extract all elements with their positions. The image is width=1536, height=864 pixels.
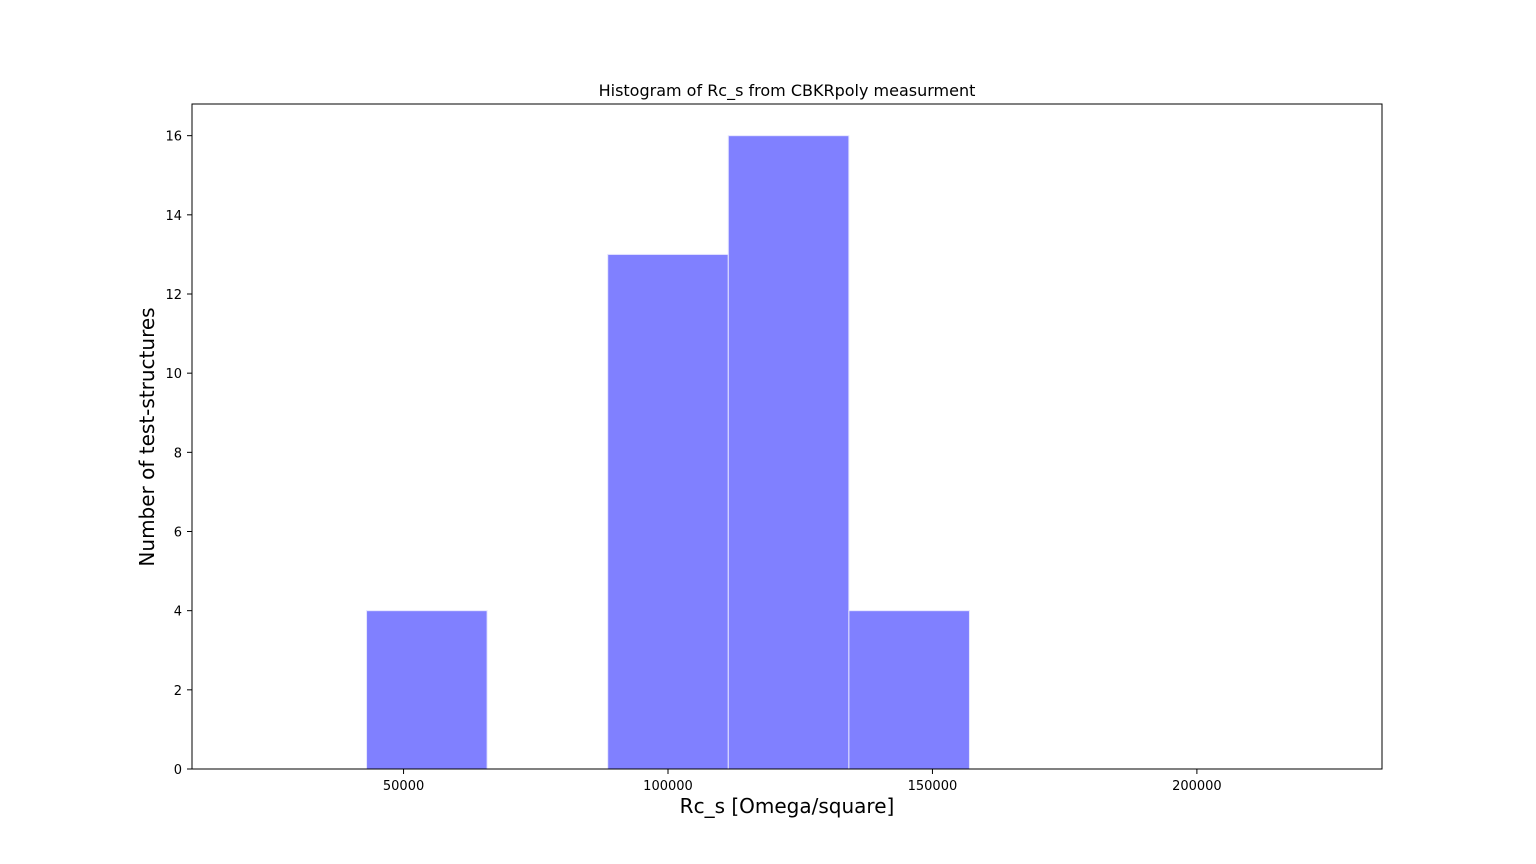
x-tick-label: 50000	[383, 779, 424, 794]
y-tick-label: 2	[174, 684, 182, 699]
histogram-bar	[848, 610, 970, 770]
y-tick-label: 0	[174, 763, 182, 778]
histogram-bar	[727, 135, 850, 770]
x-tick-label: 100000	[643, 779, 693, 794]
y-tick-label: 8	[174, 446, 182, 461]
x-axis-label: Rc_s [Omega/square]	[680, 794, 895, 818]
bars-layer	[366, 135, 970, 770]
x-tick-label: 150000	[908, 779, 958, 794]
histogram-bar	[366, 610, 488, 770]
x-axis: 50000 100000 150000 200000	[383, 769, 1222, 794]
y-axis: 0 2 4 6 8 10 12 14 16	[165, 130, 192, 778]
x-tick-label: 200000	[1172, 779, 1222, 794]
y-tick-label: 14	[165, 209, 182, 224]
y-tick-label: 10	[165, 367, 182, 382]
plot-area-frame	[191, 103, 1383, 770]
y-axis-label: Number of test-structures	[135, 307, 159, 566]
chart-title: Histogram of Rc_s from CBKRpoly measurme…	[599, 81, 976, 101]
y-tick-label: 12	[165, 288, 182, 303]
y-tick-label: 4	[174, 605, 182, 620]
histogram-bar	[607, 253, 729, 770]
y-tick-label: 16	[165, 130, 182, 145]
y-tick-label: 6	[174, 526, 182, 541]
